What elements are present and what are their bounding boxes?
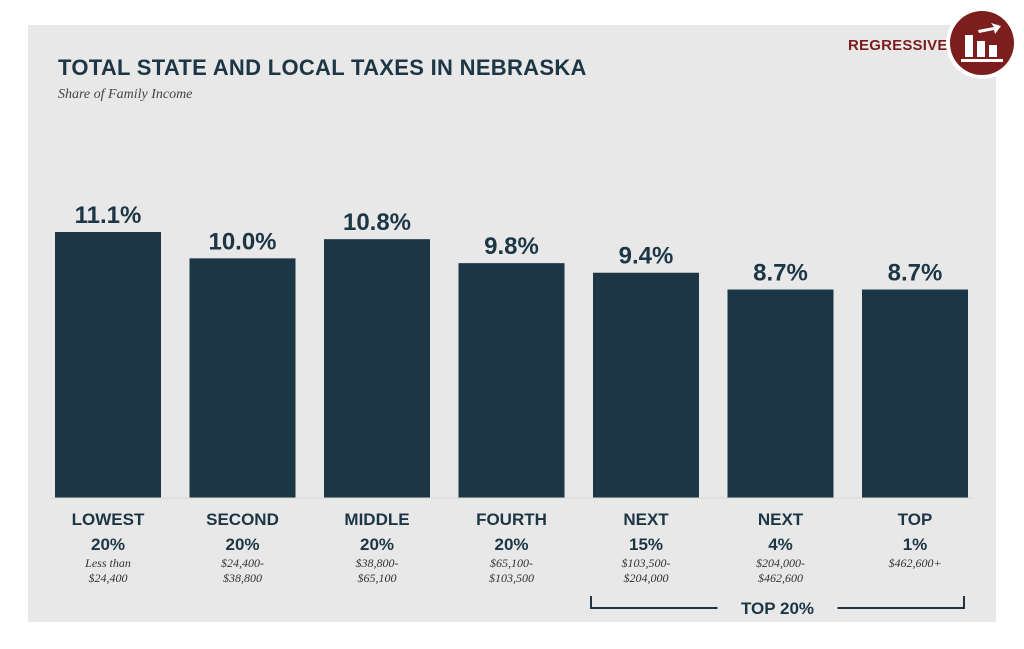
income-range-label: $103,500- (622, 556, 671, 570)
category-pct-label: 20% (225, 535, 259, 554)
category-pct-label: 15% (629, 535, 663, 554)
category-pct-label: 20% (360, 535, 394, 554)
income-range-label: $204,000 (624, 571, 669, 585)
category-name-label: MIDDLE (344, 510, 409, 529)
chart-title: TOTAL STATE AND LOCAL TAXES IN NEBRASKA (58, 55, 587, 80)
regressive-badge-label: REGRESSIVE (848, 37, 948, 54)
bar (727, 289, 834, 498)
category-name-label: SECOND (206, 510, 279, 529)
income-range-label: $38,800 (223, 571, 262, 585)
bar (55, 232, 161, 498)
category-pct-label: 20% (494, 535, 528, 554)
income-range-label: Less than (84, 556, 131, 570)
bar-value-label: 9.4% (619, 243, 674, 270)
category-name-label: LOWEST (72, 510, 145, 529)
bar-value-label: 10.8% (343, 209, 411, 236)
income-range-label: $204,000- (756, 556, 805, 570)
income-range-label: $24,400- (221, 556, 264, 570)
top20-bracket-right (837, 596, 965, 609)
category-name-label: FOURTH (476, 510, 547, 529)
category-pct-label: 4% (768, 535, 793, 554)
category-name-label: NEXT (623, 510, 669, 529)
income-range-label: $462,600 (758, 571, 803, 585)
income-range-label: $103,500 (489, 571, 534, 585)
bar-value-label: 11.1% (75, 202, 142, 229)
bar (458, 263, 565, 498)
chart-panel: TOTAL STATE AND LOCAL TAXES IN NEBRASKA … (28, 7, 1018, 622)
category-name-label: NEXT (758, 510, 804, 529)
regressive-chart-icon (946, 7, 1018, 79)
category-pct-label: 1% (903, 535, 928, 554)
bar (324, 239, 430, 498)
category-pct-label: 20% (91, 535, 125, 554)
bar-value-label: 8.7% (888, 260, 943, 287)
income-range-label: $65,100 (358, 571, 397, 585)
bar-value-label: 9.8% (484, 233, 539, 260)
bar (189, 258, 296, 498)
bar (862, 289, 968, 498)
top20-bracket-left (590, 596, 718, 609)
income-range-label: $38,800- (356, 556, 399, 570)
top20-bracket-label: TOP 20% (741, 599, 814, 618)
category-name-label: TOP (898, 510, 933, 529)
bar (593, 272, 699, 498)
chart-subtitle: Share of Family Income (58, 87, 193, 102)
income-range-label: $462,600+ (888, 556, 941, 570)
bar-value-label: 8.7% (753, 260, 808, 287)
income-range-label: $24,400 (89, 571, 128, 585)
income-range-label: $65,100- (490, 556, 533, 570)
bar-value-label: 10.0% (208, 228, 276, 255)
bar-chart-plot: 11.1% LOWEST 20% Less than$24,400 10.0% SECON… (51, 202, 972, 618)
